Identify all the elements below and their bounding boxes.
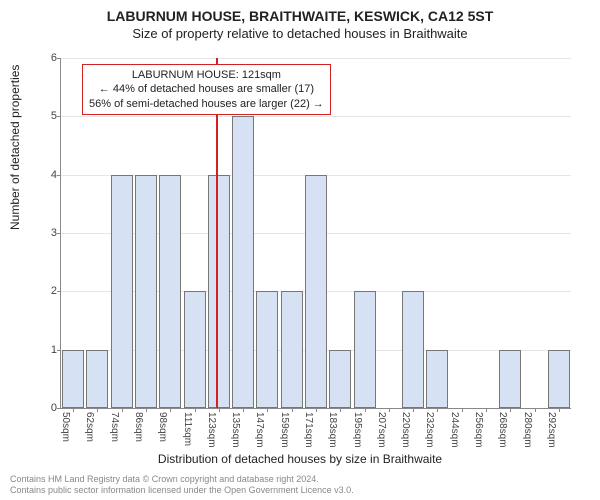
x-tick-label: 74sqm <box>109 412 120 442</box>
x-tick-mark <box>219 408 220 412</box>
y-tick-label: 1 <box>39 344 61 356</box>
annotation-line3: 56% of semi-detached houses are larger (… <box>89 97 324 111</box>
histogram-bar <box>548 350 570 408</box>
histogram-bar <box>354 291 376 408</box>
x-tick-mark <box>97 408 98 412</box>
histogram-bar <box>208 175 230 408</box>
x-tick-mark <box>413 408 414 412</box>
chart-area: 012345650sqm62sqm74sqm86sqm98sqm111sqm12… <box>60 58 570 408</box>
histogram-bar <box>111 175 133 408</box>
histogram-bar <box>402 291 424 408</box>
x-tick-label: 256sqm <box>473 412 484 448</box>
histogram-bar <box>135 175 157 408</box>
histogram-bar <box>305 175 327 408</box>
y-tick-label: 5 <box>39 110 61 122</box>
histogram-bar <box>232 116 254 408</box>
x-tick-label: 159sqm <box>279 412 290 448</box>
annotation-line2: ← 44% of detached houses are smaller (17… <box>89 82 324 96</box>
y-tick-label: 2 <box>39 285 61 297</box>
annotation-box: LABURNUM HOUSE: 121sqm ← 44% of detached… <box>82 64 331 115</box>
x-tick-label: 147sqm <box>254 412 265 448</box>
footer-text: Contains HM Land Registry data © Crown c… <box>10 474 354 497</box>
x-tick-label: 50sqm <box>60 412 71 442</box>
x-tick-mark <box>559 408 560 412</box>
x-axis-label: Distribution of detached houses by size … <box>0 452 600 466</box>
histogram-bar <box>426 350 448 408</box>
x-tick-mark <box>316 408 317 412</box>
x-tick-mark <box>243 408 244 412</box>
chart-container: LABURNUM HOUSE, BRAITHWAITE, KESWICK, CA… <box>0 0 600 500</box>
x-tick-label: 135sqm <box>230 412 241 448</box>
x-tick-label: 292sqm <box>546 412 557 448</box>
footer-line2: Contains public sector information licen… <box>10 485 354 496</box>
x-tick-label: 86sqm <box>133 412 144 442</box>
histogram-bar <box>281 291 303 408</box>
gridline <box>61 116 571 117</box>
histogram-bar <box>62 350 84 408</box>
gridline <box>61 58 571 59</box>
y-axis-label: Number of detached properties <box>8 65 22 230</box>
chart-title-line2: Size of property relative to detached ho… <box>0 24 600 41</box>
x-tick-mark <box>146 408 147 412</box>
x-tick-mark <box>389 408 390 412</box>
x-tick-mark <box>535 408 536 412</box>
x-tick-mark <box>510 408 511 412</box>
y-tick-label: 6 <box>39 52 61 64</box>
histogram-bar <box>184 291 206 408</box>
x-tick-mark <box>292 408 293 412</box>
x-tick-label: 183sqm <box>327 412 338 448</box>
x-tick-label: 280sqm <box>522 412 533 448</box>
histogram-bar <box>86 350 108 408</box>
x-tick-label: 195sqm <box>352 412 363 448</box>
x-tick-mark <box>437 408 438 412</box>
annotation-line1: LABURNUM HOUSE: 121sqm <box>89 68 324 82</box>
histogram-bar <box>329 350 351 408</box>
histogram-bar <box>499 350 521 408</box>
footer-line1: Contains HM Land Registry data © Crown c… <box>10 474 354 485</box>
y-tick-label: 0 <box>39 402 61 414</box>
y-tick-label: 3 <box>39 227 61 239</box>
x-tick-label: 220sqm <box>400 412 411 448</box>
x-tick-label: 232sqm <box>424 412 435 448</box>
x-tick-label: 123sqm <box>206 412 217 448</box>
x-tick-mark <box>73 408 74 412</box>
histogram-bar <box>159 175 181 408</box>
x-tick-mark <box>365 408 366 412</box>
x-tick-label: 111sqm <box>182 412 193 446</box>
x-tick-label: 171sqm <box>303 412 314 448</box>
chart-title-line1: LABURNUM HOUSE, BRAITHWAITE, KESWICK, CA… <box>0 0 600 24</box>
x-tick-label: 268sqm <box>497 412 508 448</box>
x-tick-mark <box>462 408 463 412</box>
x-tick-mark <box>340 408 341 412</box>
x-tick-mark <box>195 408 196 412</box>
x-tick-mark <box>122 408 123 412</box>
x-tick-mark <box>267 408 268 412</box>
x-tick-label: 62sqm <box>84 412 95 442</box>
histogram-bar <box>256 291 278 408</box>
x-tick-label: 207sqm <box>376 412 387 448</box>
x-tick-mark <box>170 408 171 412</box>
x-tick-label: 244sqm <box>449 412 460 448</box>
x-tick-mark <box>486 408 487 412</box>
y-tick-label: 4 <box>39 169 61 181</box>
x-tick-label: 98sqm <box>157 412 168 442</box>
